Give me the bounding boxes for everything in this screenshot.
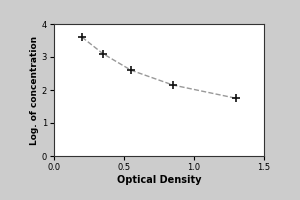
Y-axis label: Log. of concentration: Log. of concentration <box>30 35 39 145</box>
X-axis label: Optical Density: Optical Density <box>117 175 201 185</box>
